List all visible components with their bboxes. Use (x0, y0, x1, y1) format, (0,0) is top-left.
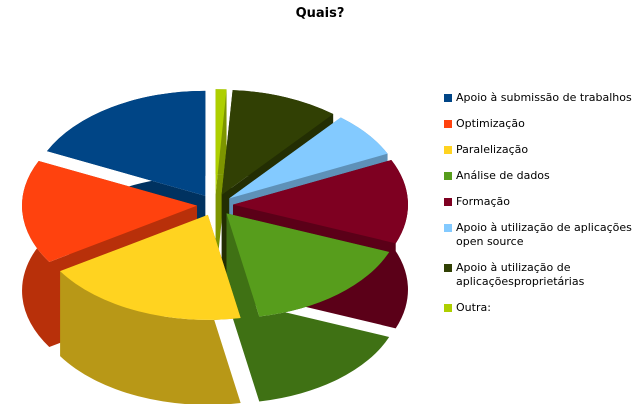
legend-item: Optimização (444, 117, 640, 131)
legend-swatch (444, 120, 452, 128)
slice (215, 89, 227, 195)
legend-swatch (444, 94, 452, 102)
slice (232, 159, 408, 244)
legend-label: Análise de dados (456, 169, 550, 182)
legend-label: Apoio à submissão de trabalhos (456, 91, 632, 104)
legend-swatch (444, 146, 452, 154)
legend-item: Formação (444, 195, 640, 209)
chart (22, 89, 408, 404)
legend-item: Paralelização (444, 143, 640, 157)
legend-swatch (444, 224, 452, 232)
chart-title: Quais? (295, 6, 345, 21)
legend: Apoio à submissão de trabalhos Optimizaçã… (444, 91, 640, 327)
legend-swatch (444, 172, 452, 180)
legend-swatch (444, 264, 452, 272)
slice (22, 160, 198, 262)
legend-label: Apoio à utilização de aplicaçõespropriet… (456, 261, 585, 288)
legend-label: Paralelização (456, 143, 529, 156)
slice (226, 213, 390, 317)
legend-item: Apoio à utilização de aplicaçõespropriet… (444, 261, 640, 289)
legend-item: Apoio à submissão de trabalhos (444, 91, 640, 105)
legend-label: Apoio à utilização de aplicações open so… (456, 221, 632, 248)
legend-item: Análise de dados (444, 169, 640, 183)
legend-item: Apoio à utilização de aplicações open so… (444, 221, 640, 249)
slice (229, 117, 388, 199)
slice (60, 214, 241, 320)
legend-item: Outra: (444, 301, 640, 315)
slice (221, 90, 334, 195)
legend-label: Formação (456, 195, 510, 208)
legend-label: Outra: (456, 301, 491, 314)
legend-swatch (444, 198, 452, 206)
legend-swatch (444, 304, 452, 312)
slice (47, 90, 206, 196)
legend-label: Optimização (456, 117, 525, 130)
